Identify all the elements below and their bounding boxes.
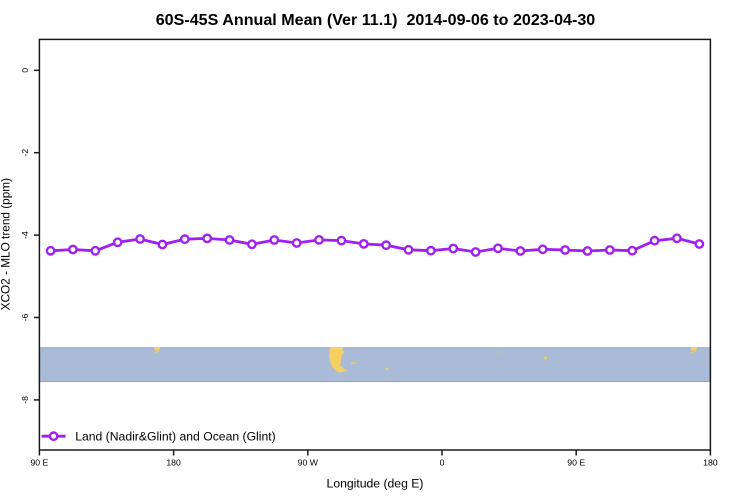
svg-text:180: 180 xyxy=(703,458,718,468)
svg-text:90 E: 90 E xyxy=(30,458,48,468)
svg-text:XCO2 - MLO trend (ppm): XCO2 - MLO trend (ppm) xyxy=(0,178,13,310)
svg-text:Land (Nadir&Glint) and Ocean (: Land (Nadir&Glint) and Ocean (Glint) xyxy=(75,430,276,444)
svg-text:-8: -8 xyxy=(20,396,30,404)
svg-text:90 W: 90 W xyxy=(298,458,319,468)
svg-text:-4: -4 xyxy=(20,231,30,239)
svg-text:0: 0 xyxy=(440,458,445,468)
svg-text:90 E: 90 E xyxy=(567,458,585,468)
svg-text:-2: -2 xyxy=(20,149,30,157)
svg-text:0: 0 xyxy=(20,68,30,73)
svg-text:60S-45S Annual Mean (Ver 11.1): 60S-45S Annual Mean (Ver 11.1) 2014-09-0… xyxy=(156,11,596,29)
svg-text:-6: -6 xyxy=(20,313,30,321)
svg-text:180: 180 xyxy=(166,458,181,468)
svg-text:Longitude (deg E): Longitude (deg E) xyxy=(327,477,424,491)
